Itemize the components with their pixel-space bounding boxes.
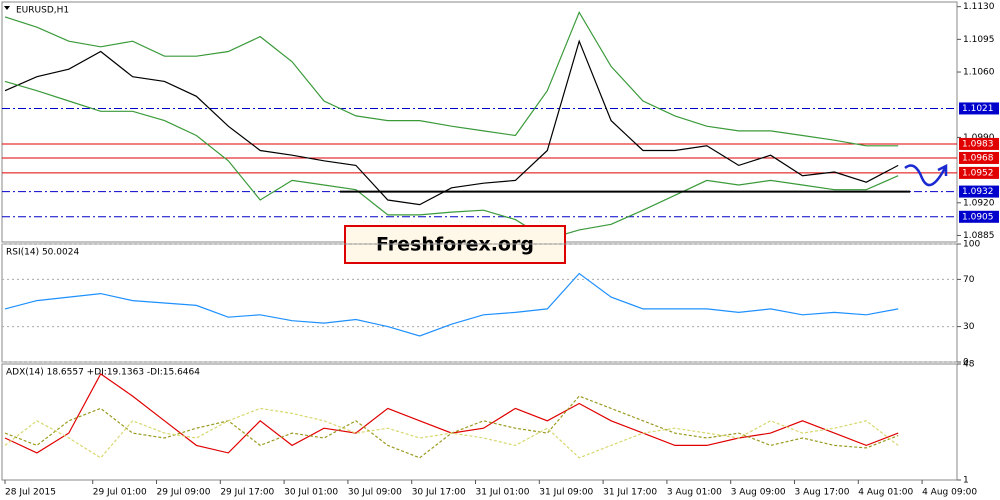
level-label-box: [959, 102, 999, 115]
level-label: 1.0952: [962, 168, 994, 178]
pane-title: EURUSD,H1: [16, 6, 69, 16]
y-tick-label: 1.1060: [963, 68, 995, 78]
forecast-arrow: [904, 163, 948, 187]
pane-title: ADX(14) 18.6557 +DI:19.1363 -DI:15.6464: [6, 368, 200, 378]
x-tick-label: 29 Jul 01:00: [93, 488, 147, 498]
y-tick-label: 0: [963, 358, 969, 368]
x-tick-label: 3 Aug 01:00: [667, 488, 722, 498]
y-tick-label: 1.0920: [963, 198, 995, 208]
y-tick-label: 1.1095: [963, 35, 995, 45]
x-tick-label: 30 Jul 17:00: [412, 488, 466, 498]
level-label-box: [959, 185, 999, 198]
level-label: 1.0932: [962, 187, 994, 197]
level-label-box: [959, 166, 999, 179]
series-line: [4, 39, 899, 206]
title-arrow: [4, 6, 10, 10]
x-tick-label: 30 Jul 01:00: [284, 488, 338, 498]
series-line: [4, 80, 899, 240]
x-tick-label: 29 Jul 09:00: [157, 488, 211, 498]
x-tick-label: 31 Jul 01:00: [476, 488, 530, 498]
y-tick-label: 70: [963, 275, 975, 285]
series-line: [4, 272, 899, 337]
level-label: 1.0968: [962, 153, 994, 163]
level-label-box: [959, 151, 999, 164]
x-tick-label: 31 Jul 09:00: [539, 488, 593, 498]
series-line: [4, 10, 899, 147]
y-tick-label: 1.0990: [963, 133, 995, 143]
level-label-box: [959, 210, 999, 223]
x-tick-label: 3 Aug 09:00: [731, 488, 786, 498]
y-tick-label: 1.0885: [963, 231, 995, 241]
x-tick-label: 28 Jul 2015: [5, 488, 56, 498]
level-label-box: [959, 137, 999, 150]
x-tick-label: 4 Aug 01:00: [858, 488, 913, 498]
x-tick-label: 31 Jul 17:00: [603, 488, 657, 498]
level-label: 1.1021: [962, 104, 994, 114]
y-tick-label: 100: [963, 240, 980, 250]
level-label: 1.0905: [962, 212, 994, 222]
y-tick-label: 1.1130: [963, 2, 995, 12]
y-tick-label: 30: [963, 322, 975, 332]
pane: [1, 243, 958, 363]
y-tick-label: 48: [963, 360, 975, 370]
x-tick-label: 30 Jul 09:00: [348, 488, 402, 498]
pane-title: RSI(14) 50.0024: [6, 248, 79, 258]
x-tick-label: 29 Jul 17:00: [220, 488, 274, 498]
x-tick-label: 4 Aug 09:00: [922, 488, 977, 498]
pane: [1, 363, 958, 481]
series-line: [4, 407, 899, 459]
x-tick-label: 3 Aug 17:00: [795, 488, 850, 498]
level-label: 1.0983: [962, 139, 994, 149]
y-tick-label: 1: [963, 476, 969, 486]
